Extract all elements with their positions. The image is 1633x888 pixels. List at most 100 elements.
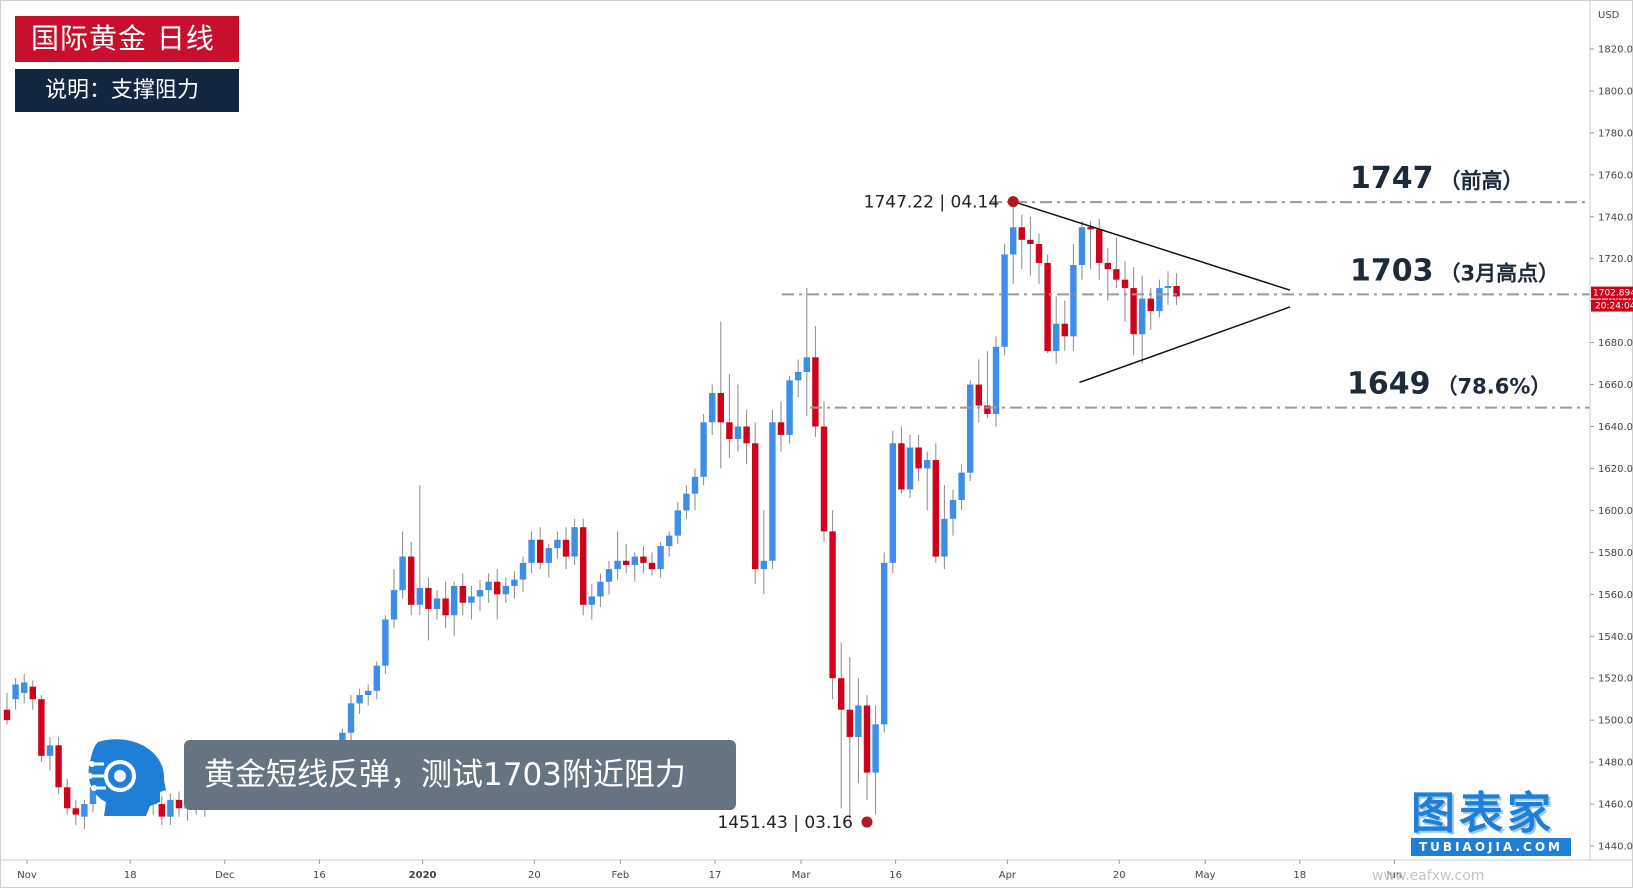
candle-body bbox=[838, 678, 845, 710]
level-label: 1649 （78.6%） bbox=[1347, 367, 1551, 402]
candle-body bbox=[717, 392, 724, 423]
candle-body bbox=[700, 422, 707, 477]
candle-body bbox=[812, 357, 819, 427]
time-tick-label: 17 bbox=[709, 870, 722, 881]
candle-body bbox=[898, 443, 905, 490]
candle-body bbox=[992, 346, 1000, 414]
price-tick-label: 1800.000 bbox=[1598, 86, 1633, 97]
price-tick-label: 1600.000 bbox=[1598, 506, 1633, 517]
candle-body bbox=[1010, 227, 1017, 255]
currency-label: USD bbox=[1598, 10, 1620, 21]
candle-body bbox=[1104, 262, 1111, 270]
candle-body bbox=[1070, 265, 1077, 337]
candle-body bbox=[46, 745, 54, 756]
candle-body bbox=[1121, 279, 1129, 289]
time-tick-label: Nov bbox=[17, 870, 37, 881]
candle-body bbox=[734, 426, 742, 440]
time-tick-label: Mar bbox=[792, 870, 812, 881]
candle-body bbox=[55, 745, 62, 788]
chart-title: 国际黄金 日线 bbox=[15, 16, 239, 62]
candle-body bbox=[356, 695, 363, 704]
candle-body bbox=[373, 665, 380, 691]
extreme-marker bbox=[861, 816, 873, 828]
candle-body bbox=[528, 539, 535, 563]
candle-body bbox=[1027, 239, 1034, 245]
candles bbox=[3, 202, 1180, 830]
candle-body bbox=[889, 443, 896, 563]
candle-body bbox=[1035, 244, 1043, 263]
candle-body bbox=[803, 357, 810, 372]
candle-body bbox=[382, 619, 389, 666]
candle-body bbox=[554, 539, 561, 549]
candle-body bbox=[631, 556, 638, 565]
candle-body bbox=[390, 590, 398, 620]
candle-body bbox=[769, 422, 776, 561]
price-tick-label: 1580.000 bbox=[1598, 548, 1633, 559]
price-tick-label: 1760.000 bbox=[1598, 170, 1633, 181]
candle-body bbox=[605, 569, 613, 582]
extreme-marker bbox=[1007, 196, 1019, 208]
candle-body bbox=[1078, 227, 1086, 265]
level-label: 1747 （前高） bbox=[1350, 161, 1524, 196]
candle-body bbox=[89, 787, 97, 805]
candle-body bbox=[12, 684, 19, 700]
candle-body bbox=[81, 804, 88, 817]
candle-body bbox=[502, 585, 509, 595]
candle-body bbox=[167, 799, 174, 817]
time-tick-label: Apr bbox=[999, 870, 1017, 881]
chart-caption: 黄金短线反弹，测试1703附近阻力 bbox=[184, 740, 736, 810]
extreme-label: 1747.22 | 04.14 bbox=[864, 193, 1000, 213]
candle-body bbox=[795, 371, 802, 381]
candle-body bbox=[752, 443, 759, 570]
candle-body bbox=[1156, 288, 1163, 312]
candle-body bbox=[158, 804, 165, 817]
candle-body bbox=[442, 598, 449, 616]
candle-body bbox=[657, 546, 664, 570]
price-axis: 1440.000 1460.000 1480.000 1500.000 1520.000… bbox=[1589, 0, 1633, 860]
candle-body bbox=[726, 422, 733, 440]
candle-body bbox=[72, 808, 79, 815]
candle-body bbox=[399, 556, 406, 591]
watermark: www.eafxw.com bbox=[1372, 868, 1485, 884]
price-tick-label: 1620.000 bbox=[1598, 464, 1633, 475]
candle-body bbox=[623, 560, 630, 565]
time-axis: Nov 18 Dec 16 2020 20 Feb 17 Mar 16 Apr 20 May 18 Jun bbox=[0, 859, 1633, 881]
candle-body bbox=[743, 426, 750, 444]
candle-body bbox=[683, 493, 690, 511]
candle-body bbox=[562, 539, 570, 557]
countdown-label: 20:24:04 bbox=[1595, 302, 1633, 312]
candle-body bbox=[881, 562, 888, 725]
triangle-upper-line bbox=[1012, 200, 1291, 291]
candle-body bbox=[863, 705, 871, 773]
candle-body bbox=[709, 392, 716, 423]
countdown-badge bbox=[1591, 299, 1633, 312]
candle-body bbox=[571, 527, 578, 557]
candle-body bbox=[433, 598, 441, 609]
brand-name: 图表家 bbox=[1411, 788, 1555, 839]
candle-body bbox=[975, 384, 982, 406]
candle-body bbox=[459, 585, 466, 603]
brand-logo: 图表家 TUBIAOJIA.COM bbox=[1411, 790, 1576, 860]
candle-body bbox=[614, 560, 621, 570]
triangle-lower-line bbox=[1079, 306, 1291, 384]
price-tick-label: 1500.000 bbox=[1598, 716, 1633, 727]
candle-body bbox=[3, 709, 11, 721]
candle-body bbox=[674, 510, 681, 536]
price-badge-label: 1702.894 bbox=[1593, 289, 1633, 299]
candle-body bbox=[21, 682, 28, 693]
time-tick-label: 18 bbox=[1293, 870, 1306, 881]
candle-body bbox=[545, 548, 552, 563]
candle-body bbox=[537, 539, 544, 563]
time-tick-label: 18 bbox=[124, 870, 137, 881]
candle-body bbox=[906, 447, 914, 490]
candle-body bbox=[64, 787, 71, 809]
candle-body bbox=[949, 499, 957, 519]
candle-body bbox=[932, 460, 939, 557]
chart-subtitle: 说明：支撑阻力 bbox=[15, 69, 239, 112]
price-tick-label: 1780.000 bbox=[1598, 128, 1633, 139]
candle-body bbox=[580, 527, 587, 605]
time-tick-label: Feb bbox=[612, 870, 630, 881]
candle-body bbox=[786, 380, 793, 435]
candle-body bbox=[485, 581, 492, 591]
